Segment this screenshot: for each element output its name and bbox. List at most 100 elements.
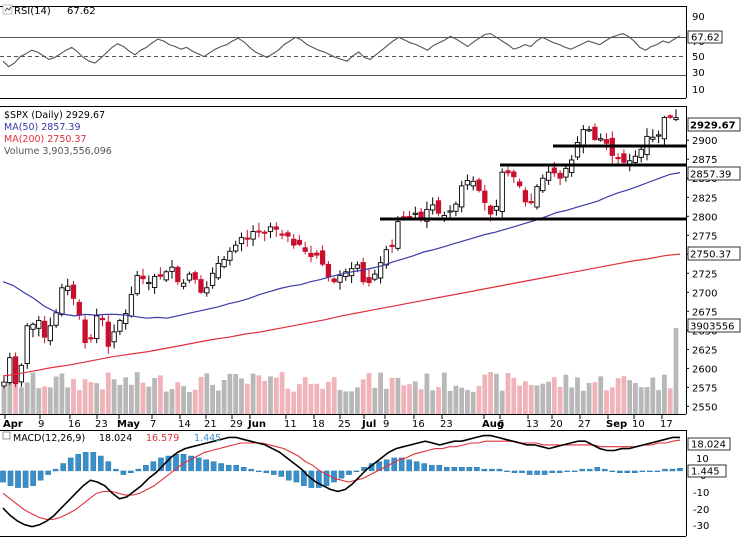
price-tick-label: 2800: [692, 212, 717, 223]
volume-bar: [349, 391, 354, 414]
candle: [522, 190, 529, 203]
macd-hist-bar: [474, 467, 480, 472]
rsi-tick-50: 50: [692, 52, 705, 63]
volume-bar: [470, 391, 476, 414]
volume-bar: [557, 386, 563, 414]
candle: [534, 186, 540, 208]
volume-bar: [534, 385, 540, 414]
candle: [545, 171, 552, 181]
x-tick-label: 17: [660, 419, 673, 430]
volume-bar: [134, 372, 140, 414]
volume-bar: [221, 380, 227, 414]
macd-hist-bar: [669, 468, 676, 472]
x-tick-label: 6: [498, 419, 504, 430]
macd-hist-bar: [263, 470, 270, 473]
volume-bar: [320, 388, 325, 414]
candle: [1, 381, 7, 387]
macd-hist-bar: [496, 468, 503, 472]
macd-hist-bar: [128, 470, 134, 473]
macd-hist-bar: [421, 463, 428, 472]
price-tick-label: 2550: [692, 402, 717, 413]
macd-hist-bar: [602, 468, 608, 472]
macd-hist-bar: [338, 470, 345, 479]
volume-bar: [65, 387, 71, 414]
macd-hist-bar: [248, 468, 255, 472]
x-tick-label: 18: [312, 419, 325, 430]
macd-hist-bar: [519, 470, 525, 473]
candle: [603, 139, 610, 144]
volume-bar: [71, 378, 76, 414]
candle: [192, 272, 198, 280]
macd-hist-bar: [218, 463, 224, 472]
macd-hist-bar: [195, 457, 202, 472]
macd-panel: MACD(12,26,9) 18.024 16.579 1.445 10 0 -…: [0, 430, 731, 537]
macd-signal-value: 16.579: [146, 433, 179, 444]
volume-bar: [105, 372, 111, 414]
macd-hist-bar: [15, 470, 21, 488]
candle: [453, 203, 459, 212]
candle: [563, 167, 569, 178]
macd-hist-bar: [0, 470, 6, 483]
volume-bar: [667, 388, 673, 414]
candle: [615, 157, 621, 160]
candle: [7, 357, 13, 384]
price-tick-label: 2900: [692, 136, 717, 147]
macd-hist-bar: [75, 454, 81, 472]
candle: [528, 201, 534, 204]
volume-bar: [308, 384, 314, 414]
volume-bar: [360, 379, 366, 414]
macd-hist-bar: [504, 470, 510, 472]
volume-bar: [459, 387, 465, 414]
volume-bar: [673, 328, 679, 414]
macd-hist-bar: [150, 461, 157, 472]
volume-bar: [123, 377, 129, 414]
x-tick-label: 21: [204, 419, 217, 430]
volume-bar: [430, 390, 436, 414]
volume-bar: [175, 382, 181, 414]
x-tick-label: 29: [230, 419, 243, 430]
candle: [291, 238, 297, 246]
volume-bar: [36, 388, 42, 414]
candle: [128, 294, 135, 317]
macd-hist-bar: [203, 459, 209, 472]
macd-hist-bar: [571, 470, 578, 472]
macd-signal-line: [2, 439, 681, 520]
candle: [99, 317, 106, 321]
volume-bar: [100, 389, 105, 414]
volume-bar: [441, 372, 447, 414]
volume-bar: [192, 389, 198, 414]
macd-line: [2, 434, 680, 528]
macd-hist-bar: [398, 457, 405, 472]
badge-spx: 2929.67: [690, 121, 736, 132]
volume-bar: [621, 376, 627, 414]
macd-hist-bar: [120, 470, 127, 475]
macd-hist-bar: [654, 470, 661, 472]
volume-bar: [499, 390, 505, 414]
macd-legend-label: MACD(12,26,9): [13, 433, 85, 444]
volume-bar: [615, 378, 621, 414]
macd-hist-bar: [30, 470, 36, 486]
volume-bar: [88, 382, 94, 414]
macd-hist-bar: [82, 452, 89, 472]
volume-bar: [662, 374, 667, 414]
volume-bar: [215, 390, 221, 414]
macd-hist-bar: [346, 470, 352, 475]
volume-bar: [1, 387, 7, 414]
candle: [36, 320, 42, 329]
rsi-value-badge: 67.62: [691, 33, 720, 44]
rsi-legend: RSI(14) 67.62: [2, 4, 96, 17]
candle: [540, 177, 546, 192]
macd-hist-bar: [112, 468, 119, 472]
rsi-tick-30: 30: [692, 68, 705, 79]
candle: [667, 115, 673, 118]
candle: [464, 180, 471, 186]
macd-hist-bar: [225, 465, 232, 472]
candle: [302, 247, 308, 252]
candle: [638, 148, 644, 158]
volume-bar: [650, 377, 656, 414]
candle: [59, 287, 65, 315]
candle: [215, 262, 221, 279]
price-tick-label: 2625: [692, 345, 717, 356]
candle: [337, 275, 343, 283]
